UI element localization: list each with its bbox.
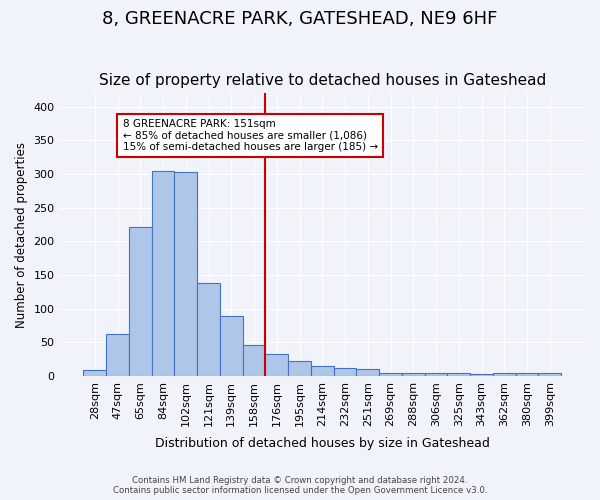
Bar xyxy=(425,373,448,376)
Bar xyxy=(538,373,561,376)
Bar xyxy=(242,345,265,376)
Bar xyxy=(311,366,334,376)
Bar xyxy=(448,373,470,376)
Text: Contains HM Land Registry data © Crown copyright and database right 2024.
Contai: Contains HM Land Registry data © Crown c… xyxy=(113,476,487,495)
Y-axis label: Number of detached properties: Number of detached properties xyxy=(15,142,28,328)
Bar xyxy=(515,373,538,376)
Bar xyxy=(197,283,220,376)
Bar xyxy=(220,316,242,376)
Bar xyxy=(356,368,379,376)
Bar xyxy=(106,334,129,376)
Bar xyxy=(152,170,175,376)
Title: Size of property relative to detached houses in Gateshead: Size of property relative to detached ho… xyxy=(98,73,546,88)
Bar xyxy=(334,368,356,376)
Text: 8 GREENACRE PARK: 151sqm
← 85% of detached houses are smaller (1,086)
15% of sem: 8 GREENACRE PARK: 151sqm ← 85% of detach… xyxy=(122,119,378,152)
Text: 8, GREENACRE PARK, GATESHEAD, NE9 6HF: 8, GREENACRE PARK, GATESHEAD, NE9 6HF xyxy=(103,10,497,28)
Bar xyxy=(129,227,152,376)
Bar xyxy=(493,372,515,376)
Bar xyxy=(402,372,425,376)
Bar xyxy=(379,373,402,376)
Bar xyxy=(265,354,288,376)
Bar xyxy=(175,172,197,376)
Bar xyxy=(288,361,311,376)
Bar xyxy=(470,374,493,376)
X-axis label: Distribution of detached houses by size in Gateshead: Distribution of detached houses by size … xyxy=(155,437,490,450)
Bar xyxy=(83,370,106,376)
